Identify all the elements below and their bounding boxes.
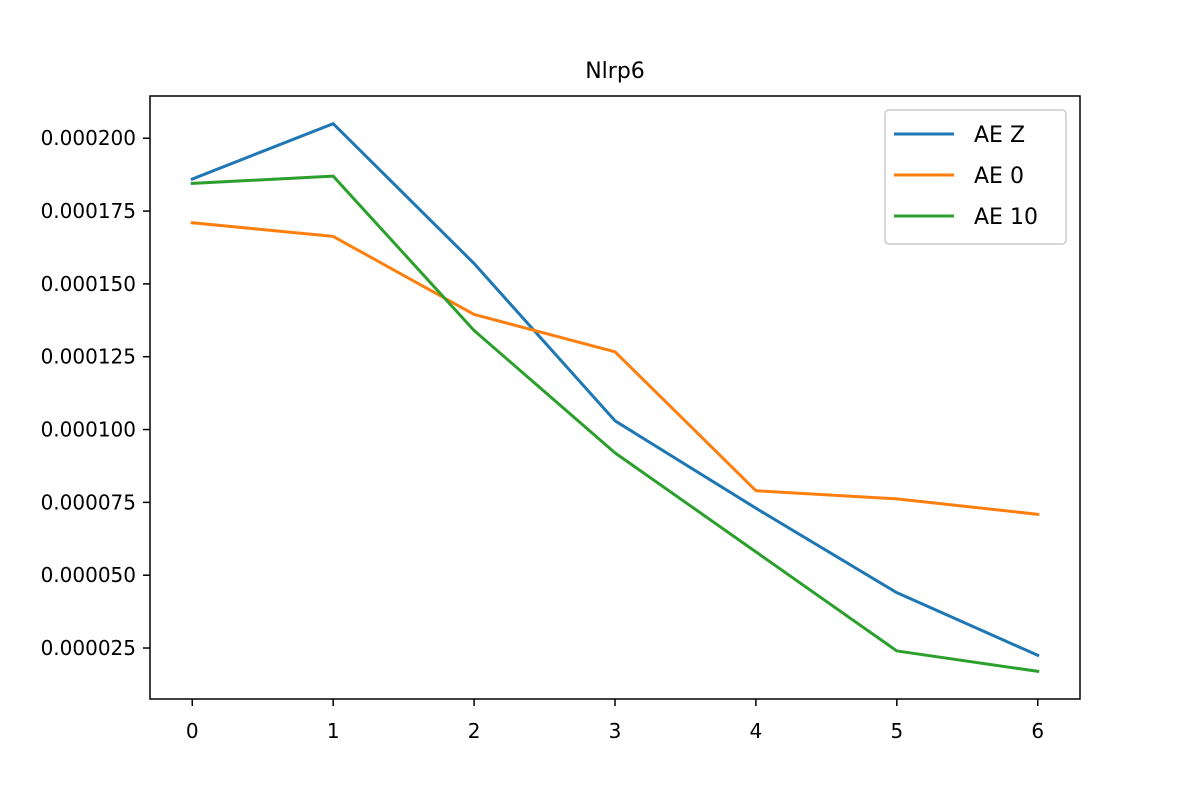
x-tick-label: 4 bbox=[750, 719, 763, 743]
series-line-0 bbox=[190, 122, 1040, 658]
x-axis: 0 1 2 3 4 5 6 bbox=[186, 699, 1044, 743]
y-axis: 0.000025 0.000050 0.000075 0.000100 0.000125… bbox=[41, 126, 150, 660]
x-tick-label: 1 bbox=[327, 719, 340, 743]
y-tick-label: 0.000150 bbox=[41, 272, 136, 296]
series-lines bbox=[190, 122, 1040, 674]
y-tick-label: 0.000075 bbox=[41, 490, 136, 514]
y-tick-label: 0.000175 bbox=[41, 199, 136, 223]
x-tick-label: 0 bbox=[186, 719, 199, 743]
x-tick-label: 2 bbox=[468, 719, 481, 743]
y-tick-label: 0.000025 bbox=[41, 636, 136, 660]
x-tick-label: 6 bbox=[1031, 719, 1044, 743]
legend-label-2: AE 10 bbox=[974, 205, 1038, 230]
legend: AE Z AE 0 AE 10 bbox=[884, 109, 1067, 245]
y-tick-label: 0.000125 bbox=[41, 345, 136, 369]
y-tick-label: 0.000200 bbox=[41, 126, 136, 150]
chart-title: Nlrp6 bbox=[585, 59, 645, 84]
x-tick-label: 5 bbox=[890, 719, 903, 743]
legend-label-0: AE Z bbox=[974, 123, 1025, 148]
legend-box bbox=[884, 109, 1067, 245]
y-tick-label: 0.000050 bbox=[41, 563, 136, 587]
legend-label-1: AE 0 bbox=[974, 164, 1024, 189]
x-tick-label: 3 bbox=[609, 719, 622, 743]
y-tick-label: 0.000100 bbox=[41, 418, 136, 442]
series-line-2 bbox=[190, 174, 1040, 674]
series-line-1 bbox=[190, 221, 1040, 516]
